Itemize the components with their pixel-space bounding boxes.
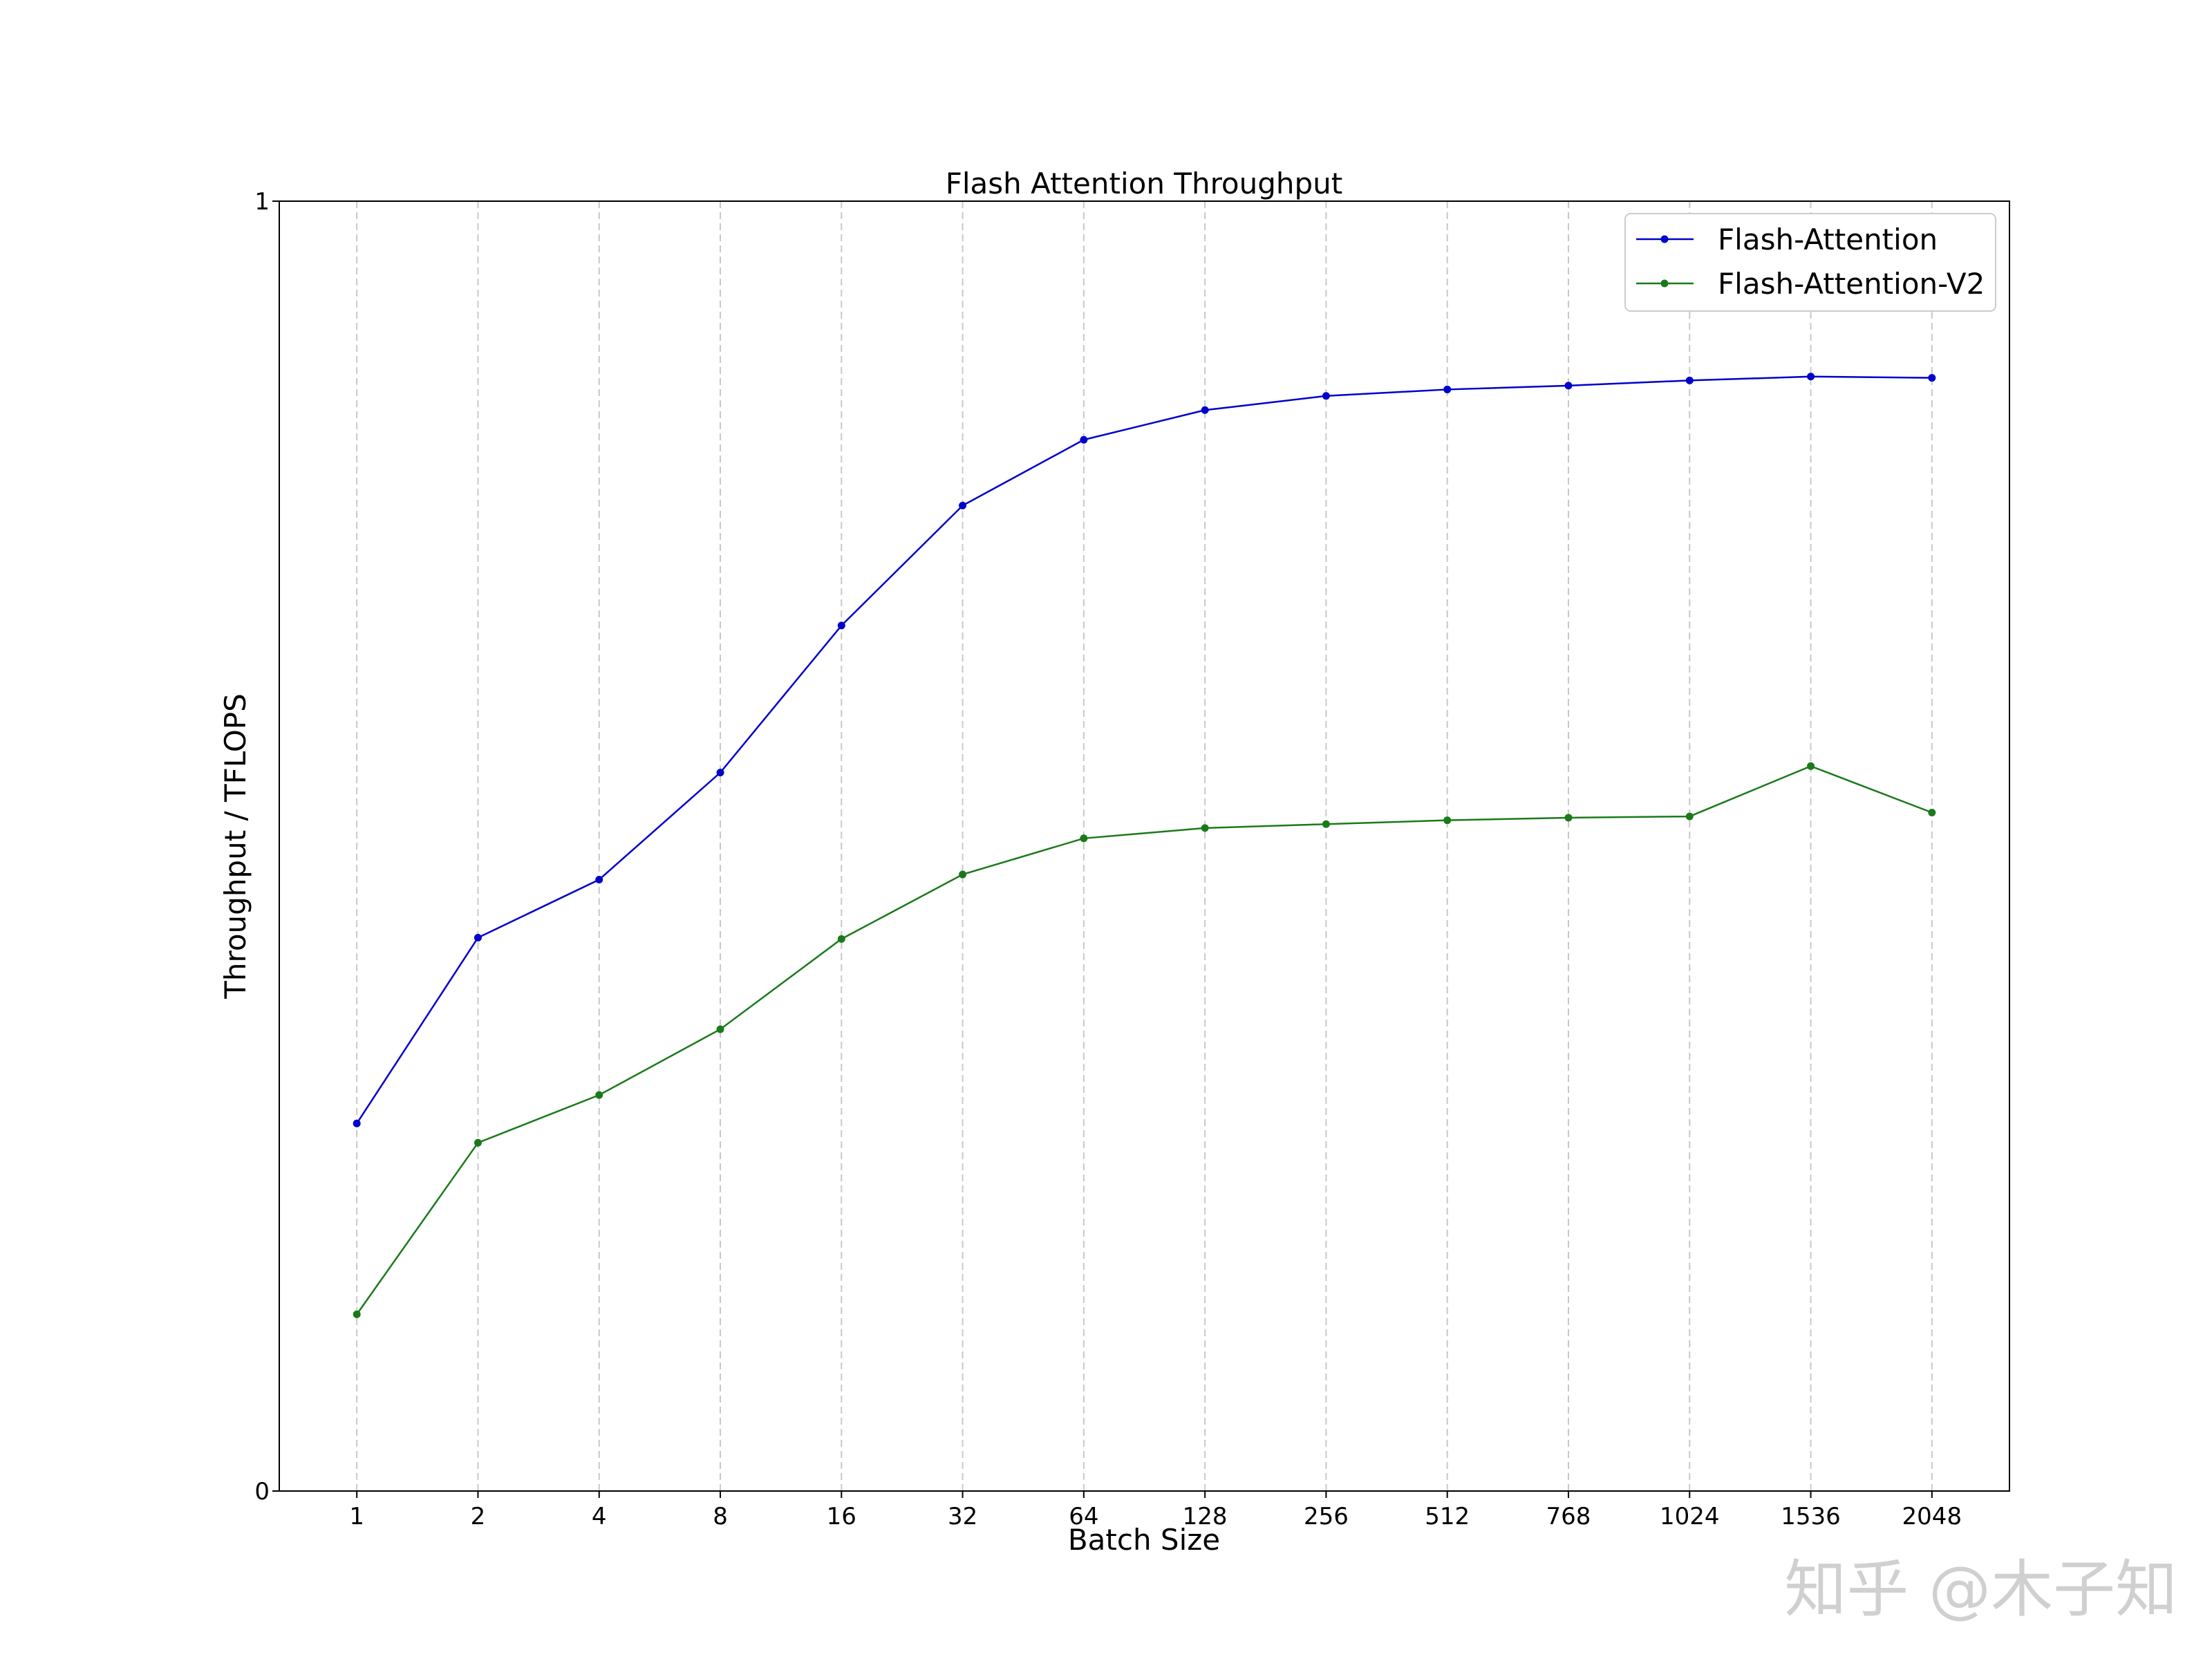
y-tick-label: 0 xyxy=(254,1478,270,1506)
x-tick-label: 128 xyxy=(1183,1503,1228,1530)
data-point xyxy=(595,1091,603,1099)
data-point xyxy=(1322,392,1330,400)
data-point xyxy=(1928,808,1936,816)
x-tick-label: 768 xyxy=(1546,1503,1591,1530)
data-point xyxy=(595,876,603,884)
x-tick-label: 8 xyxy=(713,1503,728,1530)
data-point xyxy=(1201,824,1209,832)
data-point xyxy=(1807,762,1815,770)
data-point xyxy=(1080,435,1088,444)
legend-box xyxy=(1624,213,1996,312)
data-point xyxy=(837,935,845,943)
x-tick-label: 32 xyxy=(948,1503,977,1530)
data-point xyxy=(1928,374,1936,382)
series-line xyxy=(356,375,1932,1124)
data-point xyxy=(959,870,967,879)
x-tick-label: 512 xyxy=(1425,1503,1470,1530)
y-tick-label: 1 xyxy=(254,188,270,216)
data-point xyxy=(1443,385,1452,393)
legend: Flash-Attention Flash-Attention-V2 xyxy=(1624,213,1996,312)
x-tick-label: 16 xyxy=(827,1503,856,1530)
x-tick-label: 1 xyxy=(349,1503,364,1530)
x-tick-label: 1536 xyxy=(1781,1503,1841,1530)
legend-label: Flash-Attention xyxy=(1718,223,1938,256)
legend-label: Flash-Attention-V2 xyxy=(1718,267,1985,301)
data-point xyxy=(1685,812,1694,821)
data-point xyxy=(1807,373,1815,381)
data-point xyxy=(1564,382,1573,390)
x-axis-label: Batch Size xyxy=(1068,1523,1220,1557)
x-tick-label: 4 xyxy=(592,1503,607,1530)
data-point xyxy=(716,769,724,777)
data-point xyxy=(959,501,967,509)
watermark: 知乎 @木子知 xyxy=(1784,1553,2177,1626)
data-point xyxy=(1443,816,1452,825)
data-point xyxy=(353,1310,361,1318)
legend-marker xyxy=(1660,235,1669,243)
x-tick-label: 2048 xyxy=(1902,1503,1962,1530)
data-point xyxy=(837,621,845,630)
x-tick-label: 1024 xyxy=(1660,1503,1720,1530)
data-point xyxy=(353,1119,361,1127)
x-tick-label: 2 xyxy=(471,1503,486,1530)
series-line xyxy=(356,765,1933,1315)
data-point xyxy=(1564,814,1573,822)
legend-marker xyxy=(1660,279,1669,288)
y-axis-label: Throughput / TFLOPS xyxy=(218,693,252,1000)
x-tick-label: 64 xyxy=(1069,1503,1098,1530)
data-point xyxy=(474,933,482,941)
x-tick-label: 256 xyxy=(1304,1503,1349,1530)
data-point xyxy=(1685,376,1694,384)
plot-frame xyxy=(279,200,2010,1492)
data-point xyxy=(716,1025,724,1033)
data-point xyxy=(1322,820,1330,828)
data-point xyxy=(1201,406,1209,414)
data-point xyxy=(1080,834,1088,843)
data-point xyxy=(474,1138,482,1147)
chart-title: Flash Attention Throughput xyxy=(946,167,1343,200)
